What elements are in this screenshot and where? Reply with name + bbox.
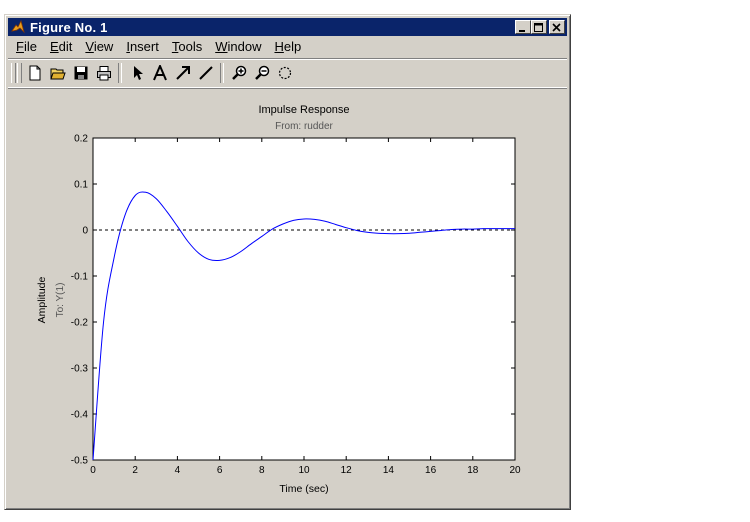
x-tick-label: 14 xyxy=(383,465,395,476)
toolbar-grip[interactable] xyxy=(11,63,16,83)
zoom-out-icon xyxy=(254,65,269,80)
menu-edit[interactable]: Edit xyxy=(49,39,73,54)
toolbar xyxy=(8,58,567,88)
open-button[interactable] xyxy=(46,62,69,84)
x-tick-label: 16 xyxy=(425,465,437,476)
maximize-icon xyxy=(534,23,543,32)
x-tick-label: 2 xyxy=(132,465,138,476)
matlab-logo-icon xyxy=(10,19,26,35)
save-icon xyxy=(74,66,87,80)
new-file-icon xyxy=(29,65,40,81)
y-axis-label: Amplitude xyxy=(36,277,48,324)
menu-tools[interactable]: Tools xyxy=(171,39,203,54)
chart-subtitle: From: rudder xyxy=(275,121,333,132)
x-tick-label: 18 xyxy=(467,465,479,476)
zoom-in-button[interactable] xyxy=(227,62,250,84)
window-title: Figure No. 1 xyxy=(30,19,108,35)
title-bar[interactable]: Figure No. 1 xyxy=(8,18,567,36)
x-tick-label: 20 xyxy=(509,465,521,476)
y-tick-label: -0.1 xyxy=(71,272,89,283)
plot-axes[interactable] xyxy=(92,137,516,461)
insert-line-button[interactable] xyxy=(194,62,217,84)
x-tick-label: 6 xyxy=(217,465,223,476)
y-tick-label: -0.5 xyxy=(71,456,89,467)
close-icon xyxy=(552,23,561,32)
minimize-icon xyxy=(519,30,525,32)
y-axis-output-label: To: Y(1) xyxy=(55,283,66,318)
x-tick-label: 8 xyxy=(259,465,265,476)
new-file-button[interactable] xyxy=(23,62,46,84)
x-tick-label: 12 xyxy=(341,465,353,476)
menu-help[interactable]: Help xyxy=(274,39,302,54)
menu-file[interactable]: File xyxy=(16,39,37,54)
close-button[interactable] xyxy=(549,20,565,34)
impulse-response-line[interactable] xyxy=(92,191,515,461)
toolbar-separator xyxy=(118,63,122,83)
arrow-icon xyxy=(175,66,190,80)
select-button[interactable] xyxy=(125,62,148,84)
menu-window[interactable]: Window xyxy=(215,39,262,54)
y-tick-label: 0.2 xyxy=(74,134,88,145)
text-icon xyxy=(152,65,167,81)
line-icon xyxy=(198,66,213,80)
x-tick-label: 0 xyxy=(90,465,96,476)
y-tick-labels: 0.2 0.1 0 -0.1 -0.2 -0.3 -0.4 -0.5 xyxy=(71,134,89,467)
chart-title: Impulse Response xyxy=(258,104,349,116)
print-icon xyxy=(96,66,111,81)
rotate-button[interactable] xyxy=(273,62,296,84)
y-tick-label: 0.1 xyxy=(74,180,88,191)
y-tick-label: -0.2 xyxy=(71,318,89,329)
maximize-button[interactable] xyxy=(531,20,547,34)
print-button[interactable] xyxy=(92,62,115,84)
y-tick-label: -0.3 xyxy=(71,364,89,375)
select-arrow-icon xyxy=(133,66,143,80)
insert-arrow-button[interactable] xyxy=(171,62,194,84)
menu-insert[interactable]: Insert xyxy=(126,39,159,54)
x-tick-label: 10 xyxy=(298,465,310,476)
zoom-in-icon xyxy=(231,65,246,80)
open-folder-icon xyxy=(49,68,66,80)
y-tick-label: -0.4 xyxy=(71,410,89,421)
y-tick-label: 0 xyxy=(82,226,88,237)
save-button[interactable] xyxy=(69,62,92,84)
zoom-out-button[interactable] xyxy=(250,62,273,84)
toolbar-grip-2[interactable] xyxy=(17,63,22,83)
menu-view[interactable]: View xyxy=(85,39,114,54)
x-axis-label: Time (sec) xyxy=(279,483,328,495)
menu-bar: File Edit View Insert Tools Window Help xyxy=(8,37,567,56)
x-tick-label: 4 xyxy=(175,465,181,476)
insert-text-button[interactable] xyxy=(148,62,171,84)
toolbar-separator xyxy=(220,63,224,83)
x-tick-labels: 0 2 4 6 8 10 12 14 16 18 20 xyxy=(90,465,521,476)
minimize-button[interactable] xyxy=(515,20,531,34)
rotate-icon xyxy=(278,66,291,80)
